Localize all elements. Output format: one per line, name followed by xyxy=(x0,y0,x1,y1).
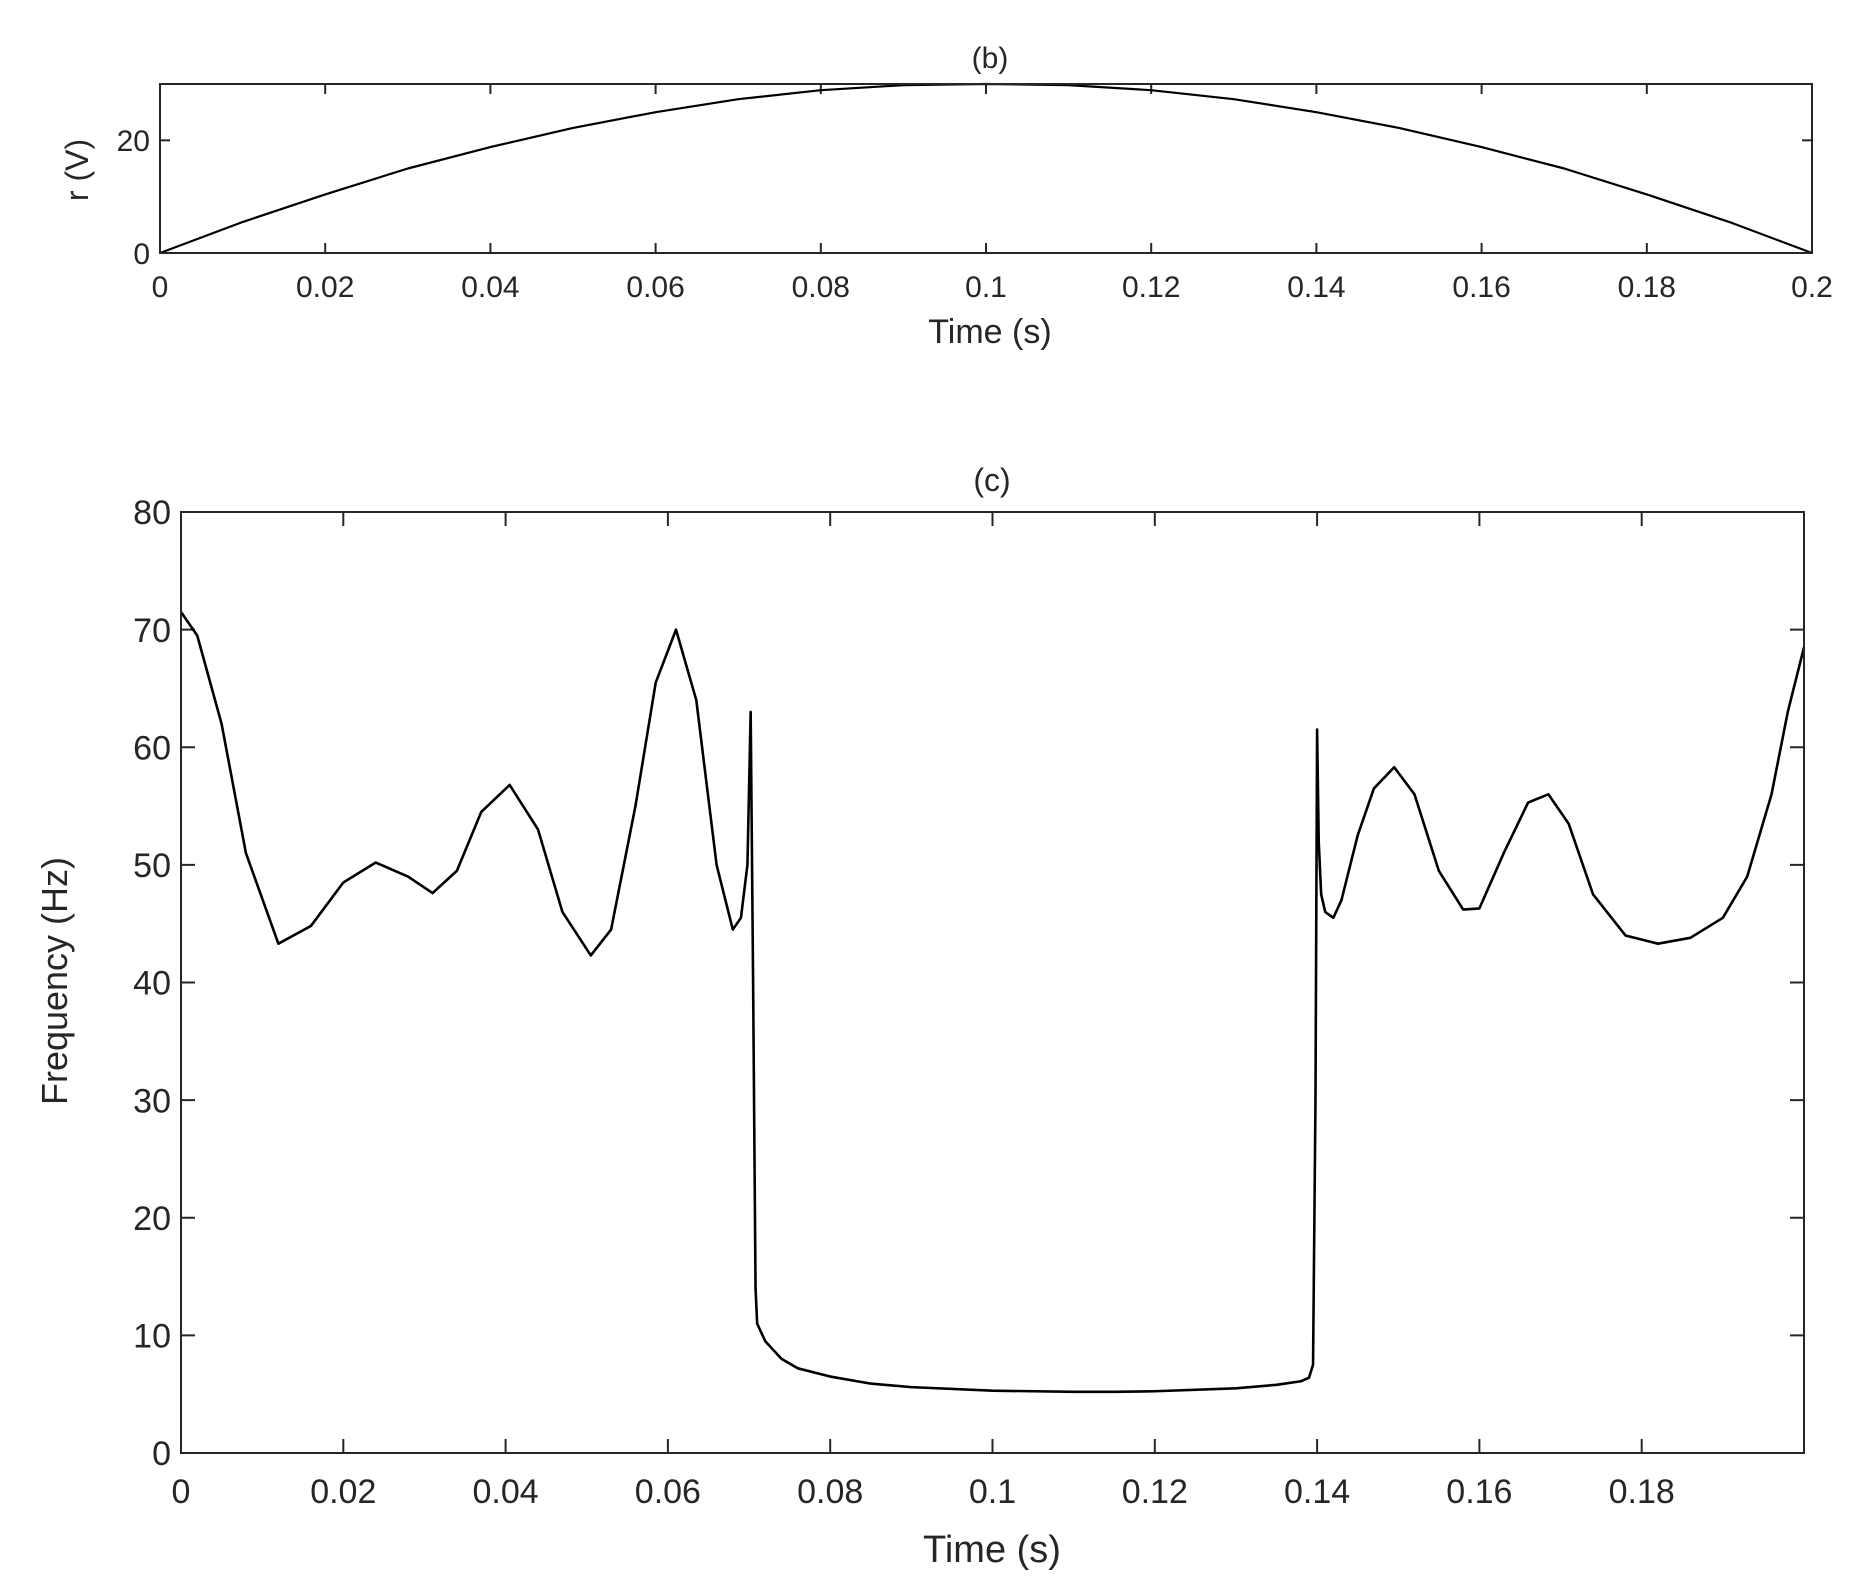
chart-c-ytick-label: 50 xyxy=(133,847,171,885)
chart-b-xtick-label: 0.18 xyxy=(1618,271,1676,304)
chart-c-series-line xyxy=(179,611,1806,1394)
chart-b-title: (b) xyxy=(972,42,1009,75)
chart-c-xtick-label: 0.04 xyxy=(473,1473,539,1511)
chart-c-xlabel: Time (s) xyxy=(923,1529,1061,1571)
chart-b-xtick-label: 0.04 xyxy=(461,271,519,304)
chart-c-title: (c) xyxy=(973,462,1010,498)
chart-b-xtick-label: 0.02 xyxy=(296,271,354,304)
chart-b-xtick-label: 0.08 xyxy=(792,271,850,304)
chart-b-xtick-label: 0.2 xyxy=(1791,271,1833,304)
chart-b-tick-labels: 0 0.02 0.04 0.06 0.08 0.1 0.12 0.14 0.16 0.18 0.2 0… xyxy=(117,125,1833,304)
chart-c-xtick-label: 0.14 xyxy=(1284,1473,1350,1511)
chart-c-xtick-label: 0.02 xyxy=(310,1473,376,1511)
chart-c-ytick-label: 20 xyxy=(133,1200,171,1238)
chart-b-xlabel: Time (s) xyxy=(928,313,1051,351)
chart-c-ticks xyxy=(180,511,1804,1454)
chart-c-xtick-label: 0.08 xyxy=(797,1473,863,1511)
chart-b-series-line xyxy=(159,82,1813,255)
chart-b-xtick-label: 0 xyxy=(152,271,169,304)
chart-c-ytick-label: 60 xyxy=(133,729,171,767)
chart-c-ylabel: Frequency (Hz) xyxy=(34,857,75,1105)
chart-c-xtick-label: 0.1 xyxy=(969,1473,1016,1511)
chart-c-tick-labels: 0 0.02 0.04 0.06 0.08 0.1 0.12 0.14 0.16 0.18 0 10 2… xyxy=(133,494,1675,1511)
chart-c-xtick-label: 0.12 xyxy=(1122,1473,1188,1511)
chart-c-ytick-label: 80 xyxy=(133,494,171,532)
chart-c-xtick-label: 0.06 xyxy=(635,1473,701,1511)
chart-b-ytick-label: 20 xyxy=(117,125,150,158)
chart-c-ytick-label: 70 xyxy=(133,612,171,650)
chart-b-axes-box xyxy=(159,83,1813,254)
chart-c-xtick-label: 0 xyxy=(172,1473,191,1511)
chart-b-xtick-label: 0.12 xyxy=(1122,271,1180,304)
chart-b: (b) r (V) Time (s) 0 0.02 0.04 0.06 0.08 0.1 0… xyxy=(59,42,1833,351)
chart-c-xtick-label: 0.16 xyxy=(1446,1473,1512,1511)
chart-b-ylabel: r (V) xyxy=(59,139,95,201)
chart-c-axes-box xyxy=(180,511,1805,1454)
chart-b-xtick-label: 0.14 xyxy=(1287,271,1345,304)
chart-c: (c) Frequency (Hz) Time (s) 0 0.02 0.04 0.0… xyxy=(34,462,1806,1571)
chart-b-ytick-label: 0 xyxy=(133,238,150,271)
chart-b-xtick-label: 0.06 xyxy=(626,271,684,304)
chart-b-xtick-label: 0.16 xyxy=(1452,271,1510,304)
chart-c-ytick-label: 30 xyxy=(133,1082,171,1120)
chart-c-xtick-label: 0.18 xyxy=(1609,1473,1675,1511)
chart-c-ytick-label: 10 xyxy=(133,1318,171,1356)
chart-c-ytick-label: 40 xyxy=(133,965,171,1003)
chart-b-xtick-label: 0.1 xyxy=(965,271,1007,304)
chart-c-ytick-label: 0 xyxy=(152,1435,171,1473)
